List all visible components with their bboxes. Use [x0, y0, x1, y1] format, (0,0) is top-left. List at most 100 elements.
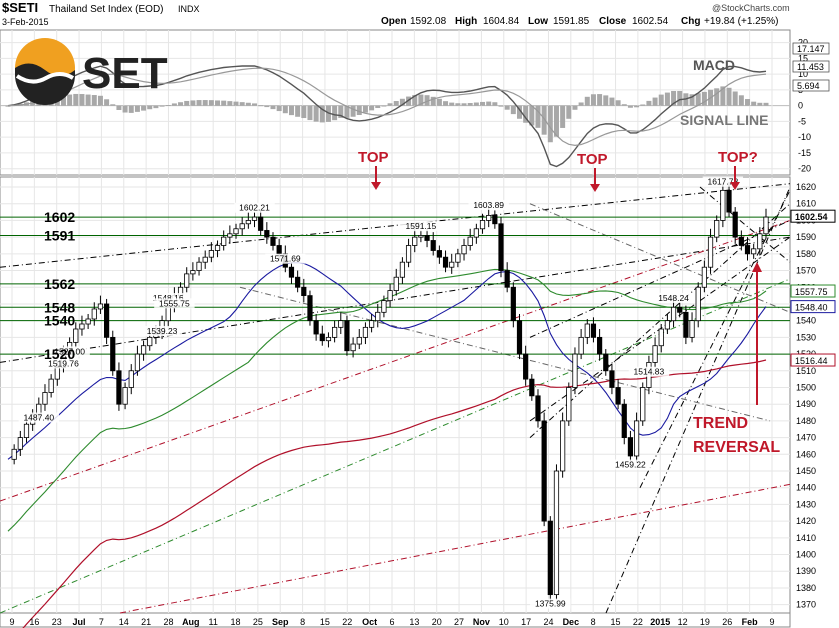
- candle-body: [73, 328, 79, 343]
- arrow-head-top-2-icon: [590, 184, 600, 192]
- x-tick-label: 21: [141, 617, 151, 627]
- price-label-bg: [43, 358, 84, 369]
- price-tick-label: 1460: [796, 449, 816, 459]
- price-label-bg: [265, 253, 306, 264]
- macd-hist-bar: [615, 100, 621, 106]
- price-label-bg: [18, 412, 60, 423]
- price-tick-label: 1480: [796, 416, 816, 426]
- macd-value-tag-box: [792, 79, 830, 92]
- macd-hist-bar: [110, 104, 116, 106]
- candle-body: [301, 286, 307, 297]
- x-tick-label: 18: [231, 617, 241, 627]
- candle-body: [547, 520, 553, 596]
- trendline: [0, 183, 791, 268]
- price-label: 1571.69: [270, 254, 301, 264]
- macd-hist-bar: [418, 94, 424, 106]
- macd-hist-bar: [5, 105, 11, 107]
- macd-tick-label: -20: [798, 164, 811, 174]
- macd-hist-bar: [547, 105, 553, 143]
- candle-body: [664, 320, 670, 330]
- macd-hist-bar: [412, 95, 418, 106]
- price-tick-label: 1570: [796, 266, 816, 276]
- candle-body: [621, 403, 627, 438]
- macd-hist-bar: [375, 105, 381, 109]
- x-tick-label: 2015: [650, 617, 670, 627]
- price-value-tag-box: [790, 284, 836, 298]
- candle-body: [393, 276, 399, 291]
- x-tick-label: 12: [678, 617, 688, 627]
- price-tick-label: 1400: [796, 550, 816, 560]
- x-tick-label: 19: [700, 617, 710, 627]
- price-label-bg: [468, 199, 509, 210]
- macd-hist-bar: [60, 95, 66, 106]
- price-label-bg: [702, 176, 744, 187]
- candle-body: [633, 420, 640, 457]
- price-tick-label: 1490: [796, 399, 816, 409]
- macd-hist-bar: [288, 105, 294, 116]
- candle-body: [412, 236, 418, 246]
- macd-hist-bar: [726, 87, 732, 106]
- x-tick-label: Sep: [272, 617, 289, 627]
- candle-body: [695, 286, 701, 322]
- macd-hist-bar: [356, 105, 362, 115]
- macd-hist-bar: [159, 105, 165, 107]
- macd-hist-bar: [190, 100, 196, 106]
- chart-date: 3-Feb-2015: [2, 17, 49, 27]
- macd-hist-bar: [714, 88, 720, 106]
- candle-body: [486, 215, 492, 221]
- macd-hist-bar: [104, 99, 110, 106]
- macd-hist-bar: [597, 94, 603, 106]
- macd-hist-bar: [609, 97, 615, 106]
- macd-hist-bar: [763, 102, 769, 106]
- candle-body: [726, 189, 732, 213]
- price-tick-label: 1610: [796, 199, 816, 209]
- macd-tick-label: -10: [798, 132, 811, 142]
- macd-hist-bar: [301, 105, 307, 119]
- x-tick-label: 9: [9, 617, 14, 627]
- price-label-bg: [653, 292, 694, 303]
- macd-hist-bar: [381, 105, 387, 107]
- macd-hist-bar: [473, 102, 479, 106]
- macd-hist-bar: [578, 102, 584, 106]
- candle-body: [110, 336, 116, 372]
- price-label-bg: [148, 293, 189, 304]
- support-label: 1548: [44, 299, 75, 315]
- x-axis-frame: [0, 612, 791, 628]
- price-panel-frame: [0, 176, 791, 614]
- price-label: 1539.23: [147, 326, 178, 336]
- x-tick-label: Dec: [563, 617, 580, 627]
- price-value-tag: 1557.75: [795, 287, 828, 297]
- candle-body: [270, 236, 276, 246]
- candle-body: [603, 353, 609, 372]
- macd-hist-bar: [338, 105, 344, 118]
- trendline: [605, 186, 791, 614]
- chg-label: Chg: [681, 16, 700, 27]
- price-value-tag: 1548.40: [795, 303, 828, 313]
- macd-hist-bar: [128, 105, 134, 113]
- candle-body: [418, 235, 424, 238]
- macd-hist-bar: [369, 105, 375, 111]
- candle-body: [449, 261, 455, 268]
- price-label: 1555.75: [159, 298, 190, 308]
- macd-hist-bar: [67, 94, 73, 106]
- candle-body: [701, 266, 707, 288]
- annotation-top-1: TOP: [358, 149, 389, 166]
- candle-body: [757, 233, 763, 250]
- support-label: 1591: [44, 227, 75, 243]
- candle-body: [319, 333, 325, 342]
- price-label: 1375.99: [535, 599, 566, 609]
- macd-hist-bar: [134, 105, 140, 112]
- candle-body: [245, 220, 251, 225]
- candle-body: [498, 223, 504, 271]
- candle-body: [325, 336, 332, 342]
- trendline: [119, 483, 791, 614]
- candle-body: [140, 345, 147, 355]
- candle-body: [461, 245, 467, 255]
- macd-hist-bar: [116, 105, 122, 110]
- macd-hist-bar: [350, 105, 356, 117]
- macd-hist-bar: [270, 105, 276, 110]
- macd-hist-bar: [122, 105, 128, 113]
- x-tick-label: 11: [209, 617, 218, 627]
- candle-body: [375, 311, 381, 322]
